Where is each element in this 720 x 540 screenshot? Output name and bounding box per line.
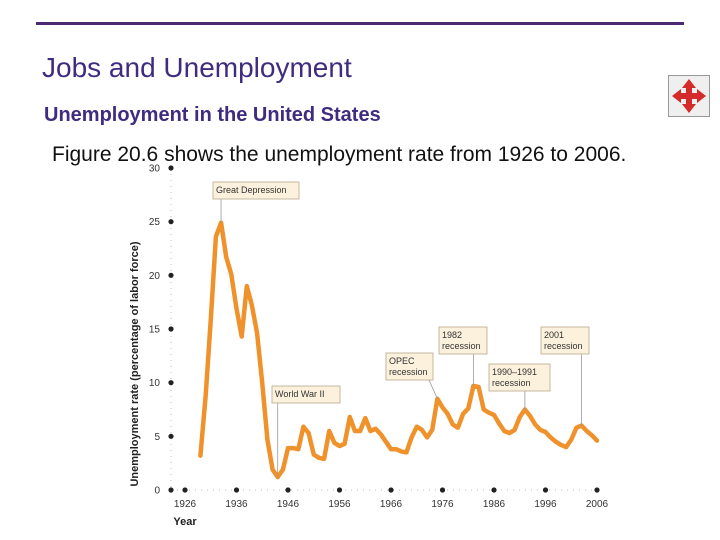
annotation-leader <box>428 379 438 399</box>
y-tick-dot <box>168 380 174 386</box>
y-tick-label: 30 <box>149 164 161 175</box>
y-tick-label: 20 <box>149 271 161 282</box>
y-tick-label: 15 <box>149 325 161 336</box>
y-tick-label: 25 <box>149 217 161 228</box>
y-tick-dot <box>168 219 174 225</box>
annotation-label: 2001 recession <box>544 330 583 351</box>
x-axis-label: Year <box>173 516 197 528</box>
annotation-box <box>488 363 551 392</box>
annotation-label: 1982 recession <box>442 330 481 351</box>
y-tick-label: 5 <box>154 432 160 443</box>
annotation-label: Great Depression <box>216 185 287 195</box>
x-tick-dot <box>388 487 394 493</box>
x-tick-dot <box>285 487 291 493</box>
annotation-box <box>540 326 590 355</box>
annotation-label: 1990–1991 recession <box>492 367 537 388</box>
annotation-label: OPEC recession <box>389 356 428 377</box>
x-tick-dot <box>439 487 446 493</box>
annotation-box <box>438 326 488 355</box>
annotation-box <box>212 181 300 200</box>
x-tick-dot <box>491 487 497 493</box>
y-tick-dot <box>168 433 174 439</box>
annotation-box <box>271 385 341 404</box>
unemployment-rate-line <box>198 220 600 480</box>
navigation-button[interactable] <box>668 75 710 117</box>
x-tick-dot <box>542 487 549 493</box>
x-tick-dot <box>594 487 600 493</box>
x-tick-label: 1946 <box>277 499 300 510</box>
y-tick-dot <box>168 326 174 332</box>
x-tick-dot <box>336 487 343 493</box>
y-tick-label: 0 <box>154 486 160 497</box>
x-tick-label: 1976 <box>431 499 454 510</box>
title-rule <box>36 22 684 25</box>
x-tick-label: 1986 <box>483 499 506 510</box>
four-way-arrow-icon <box>672 79 706 113</box>
y-tick-dot <box>168 165 174 171</box>
y-tick-dot <box>168 272 174 278</box>
x-tick-label: 1956 <box>328 499 351 510</box>
slide-body-text: Figure 20.6 shows the unemployment rate … <box>52 143 627 166</box>
x-tick-dot <box>233 487 240 493</box>
annotation-box <box>385 352 434 381</box>
x-tick-label: 1926 <box>174 499 197 510</box>
x-tick-label: 2006 <box>586 499 609 510</box>
x-tick-label: 1936 <box>225 499 248 510</box>
y-tick-dot <box>168 487 174 493</box>
y-tick-label: 10 <box>149 378 161 389</box>
x-tick-label: 1996 <box>534 499 557 510</box>
y-axis-label: Unemployment rate (percentage of labor f… <box>129 241 141 486</box>
x-tick-label: 1966 <box>380 499 403 510</box>
annotation-label: World War II <box>275 389 325 399</box>
slide-subtitle: Unemployment in the United States <box>44 104 381 126</box>
x-tick-dot <box>182 487 188 493</box>
slide-title: Jobs and Unemployment <box>42 52 352 83</box>
